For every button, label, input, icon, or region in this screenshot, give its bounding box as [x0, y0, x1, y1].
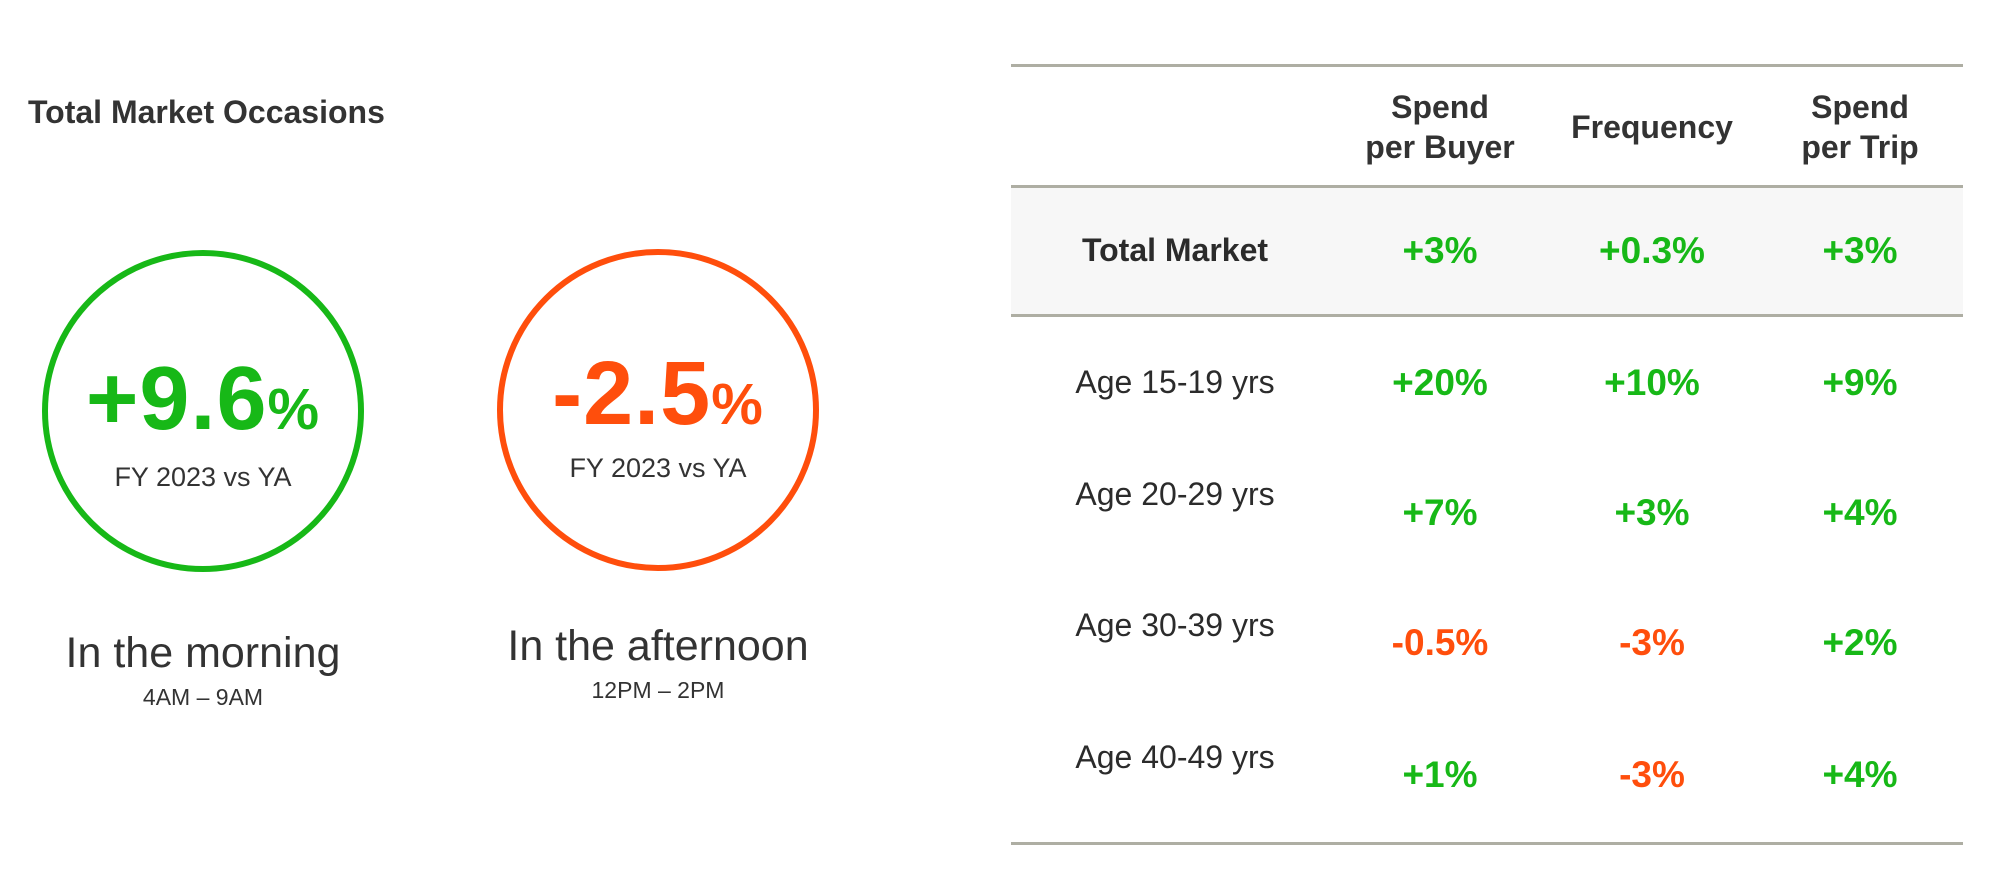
morning-caption: In the morning 4AM – 9AM — [0, 629, 413, 711]
table-cell: -0.5% — [1391, 622, 1489, 663]
row-label: Total Market — [1081, 232, 1269, 268]
row-label: Age 40-49 yrs — [1075, 739, 1275, 775]
afternoon-caption: In the afternoon 12PM – 2PM — [448, 622, 868, 704]
table-cell: +0.3% — [1599, 230, 1705, 271]
afternoon-change-unit: % — [711, 372, 764, 437]
row-label: Age 30-39 yrs — [1075, 607, 1275, 643]
table-cell: +4% — [1822, 754, 1898, 795]
afternoon-period-label: FY 2023 vs YA — [569, 453, 747, 483]
table-cell: +20% — [1392, 362, 1488, 403]
table-cell: +3% — [1822, 230, 1898, 271]
total-market-row-background — [1011, 186, 1963, 314]
table-cell: +7% — [1402, 492, 1478, 533]
table-cell: -3% — [1619, 754, 1685, 795]
header-frequency: Frequency — [1571, 109, 1733, 145]
table-cell: +3% — [1402, 230, 1478, 271]
afternoon-change-value: -2.5 — [552, 344, 712, 444]
afternoon-label: In the afternoon — [507, 622, 809, 670]
table-top-rule — [1011, 64, 1963, 67]
morning-time: 4AM – 9AM — [142, 684, 264, 710]
afternoon-time: 12PM – 2PM — [591, 677, 725, 703]
table-cell: +4% — [1822, 492, 1898, 533]
morning-period-label: FY 2023 vs YA — [114, 462, 292, 492]
row-label: Age 20-29 yrs — [1075, 476, 1275, 512]
table-total-rule — [1011, 314, 1963, 317]
table-cell: +3% — [1614, 492, 1690, 533]
morning-label: In the morning — [65, 629, 341, 677]
table-cell: -3% — [1619, 622, 1685, 663]
table-header-rule — [1011, 185, 1963, 188]
table-cell: +9% — [1822, 362, 1898, 403]
header-spend-per-trip: Spend per Trip — [1801, 89, 1919, 165]
table-bottom-rule — [1011, 842, 1963, 845]
morning-change-unit: % — [267, 377, 321, 442]
table-cell: +2% — [1822, 622, 1898, 663]
afternoon-change-circle: -2.5% FY 2023 vs YA — [497, 249, 819, 571]
table-cell: +10% — [1604, 362, 1700, 403]
page-title: Total Market Occasions — [28, 94, 385, 130]
morning-change-value: +9.6 — [85, 349, 268, 449]
table-cell: +1% — [1402, 754, 1478, 795]
row-label: Age 15-19 yrs — [1075, 364, 1275, 400]
header-spend-per-buyer: Spend per Buyer — [1365, 89, 1515, 165]
morning-change-circle: +9.6% FY 2023 vs YA — [42, 250, 364, 572]
